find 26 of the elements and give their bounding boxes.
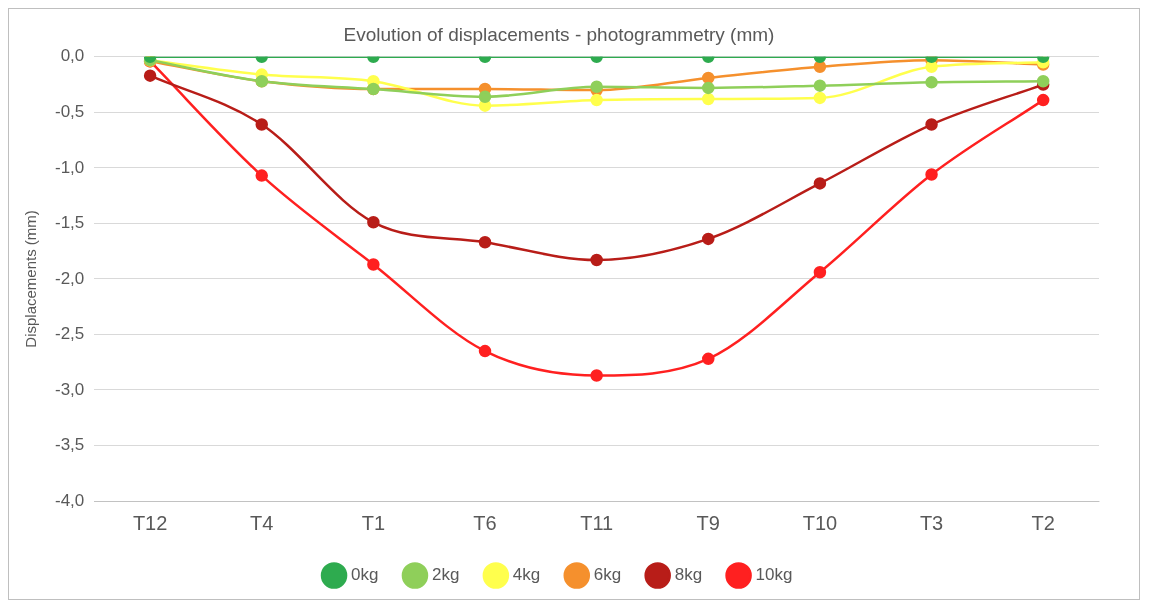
y-axis-title: Displacements (mm)	[22, 210, 40, 348]
y-tick-label: -3,0	[55, 379, 85, 399]
y-tick-label: -3,5	[55, 435, 85, 455]
x-tick-label: T10	[802, 511, 838, 534]
y-tick-label: -0,5	[55, 102, 85, 122]
x-tick-label: T4	[250, 511, 274, 534]
legend-label: 2kg	[431, 565, 460, 585]
x-tick-label: T12	[132, 511, 168, 534]
chart-title: Evolution of displacements - photogrammetry (mm)	[343, 23, 775, 45]
y-tick-label: -1,0	[55, 157, 85, 177]
legend-label: 6kg	[593, 565, 622, 585]
x-tick-label: T1	[361, 511, 386, 534]
y-tick-label: -2,0	[55, 268, 85, 288]
legend-label: 8kg	[674, 565, 703, 585]
y-tick-label: -1,5	[55, 213, 85, 233]
x-tick-label: T6	[473, 511, 497, 534]
y-tick-label: -2,5	[55, 324, 85, 344]
legend-label: 10kg	[755, 565, 793, 585]
legend-label: 0kg	[351, 565, 379, 585]
x-tick-label: T11	[580, 511, 614, 534]
y-tick-label: -4,0	[55, 490, 85, 510]
legend-label: 4kg	[512, 565, 541, 585]
x-tick-label: T3	[919, 511, 944, 534]
x-tick-label: T2	[1031, 511, 1055, 534]
x-tick-label: T9	[696, 511, 720, 534]
y-tick-label: 0,0	[60, 46, 85, 66]
